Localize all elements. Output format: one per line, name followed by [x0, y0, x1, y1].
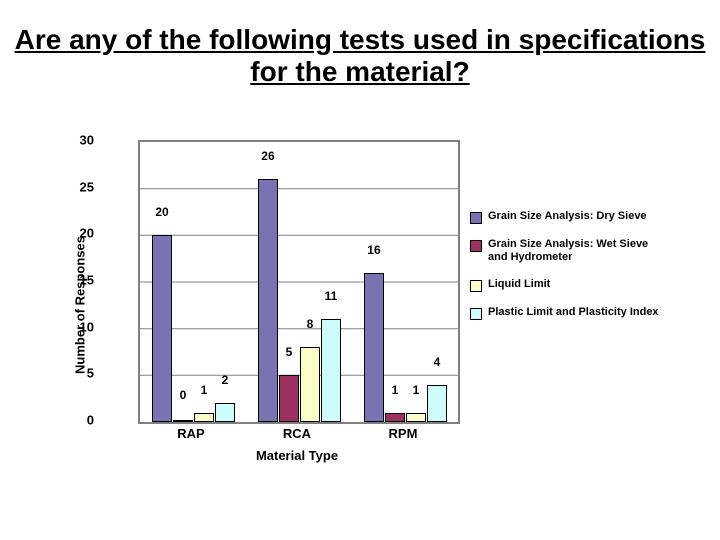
- y-ticks: 0 5 10 15 20 25 30: [104, 140, 134, 420]
- ytick-0: 0: [70, 413, 94, 428]
- legend-swatch-1: [470, 240, 482, 252]
- chart: Number of Responses 0 5 10 15 20 25 30: [110, 140, 670, 470]
- legend-swatch-0: [470, 212, 482, 224]
- xtick-1: RCA: [267, 426, 327, 441]
- bar-rpm-s1: [385, 413, 405, 422]
- legend-swatch-2: [470, 280, 482, 292]
- barlabel-rpm-s2: 1: [404, 383, 428, 397]
- bar-rpm-s3: [427, 385, 447, 422]
- bar-rap-s3: [215, 403, 235, 422]
- bar-rap-s2: [194, 413, 214, 422]
- legend-text-2: Liquid Limit: [488, 278, 550, 291]
- ytick-1: 5: [70, 366, 94, 381]
- xtick-0: RAP: [161, 426, 221, 441]
- group-rap: 20 0 1 2: [140, 142, 246, 422]
- legend: Grain Size Analysis: Dry Sieve Grain Siz…: [470, 210, 665, 334]
- barlabel-rap-s0: 20: [150, 205, 174, 219]
- bar-rca-s3: [321, 319, 341, 422]
- barlabel-rca-s3: 11: [319, 289, 343, 303]
- ytick-2: 10: [70, 319, 94, 334]
- legend-item-1: Grain Size Analysis: Wet Sieve and Hydro…: [470, 238, 665, 264]
- legend-text-1: Grain Size Analysis: Wet Sieve and Hydro…: [488, 238, 665, 264]
- group-rpm: 16 1 1 4: [352, 142, 458, 422]
- bar-rca-s1: [279, 375, 299, 422]
- bar-rpm-s0: [364, 273, 384, 422]
- bar-rca-s0: [258, 179, 278, 422]
- xtick-2: RPM: [373, 426, 433, 441]
- bar-rpm-s2: [406, 413, 426, 422]
- bar-rca-s2: [300, 347, 320, 422]
- legend-item-2: Liquid Limit: [470, 278, 665, 292]
- ytick-6: 30: [70, 133, 94, 148]
- legend-item-0: Grain Size Analysis: Dry Sieve: [470, 210, 665, 224]
- bar-rap-s0: [152, 235, 172, 422]
- plot-area: 20 0 1 2 26 5 8 11: [138, 140, 460, 424]
- legend-swatch-3: [470, 308, 482, 320]
- y-axis-label: Number of Responses: [73, 236, 88, 374]
- barlabel-rap-s3: 2: [213, 373, 237, 387]
- legend-text-3: Plastic Limit and Plasticity Index: [488, 306, 659, 319]
- ytick-3: 15: [70, 273, 94, 288]
- x-axis-label: Material Type: [138, 448, 456, 463]
- barlabel-rca-s2: 8: [298, 317, 322, 331]
- barlabel-rpm-s3: 4: [425, 355, 449, 369]
- barlabel-rca-s0: 26: [256, 149, 280, 163]
- ytick-4: 20: [70, 226, 94, 241]
- barlabel-rca-s1: 5: [277, 345, 301, 359]
- ytick-5: 25: [70, 179, 94, 194]
- legend-item-3: Plastic Limit and Plasticity Index: [470, 306, 665, 320]
- legend-text-0: Grain Size Analysis: Dry Sieve: [488, 210, 647, 223]
- chart-title: Are any of the following tests used in s…: [0, 24, 720, 88]
- bar-rap-s1: [173, 420, 193, 422]
- barlabel-rpm-s0: 16: [362, 243, 386, 257]
- group-rca: 26 5 8 11: [246, 142, 352, 422]
